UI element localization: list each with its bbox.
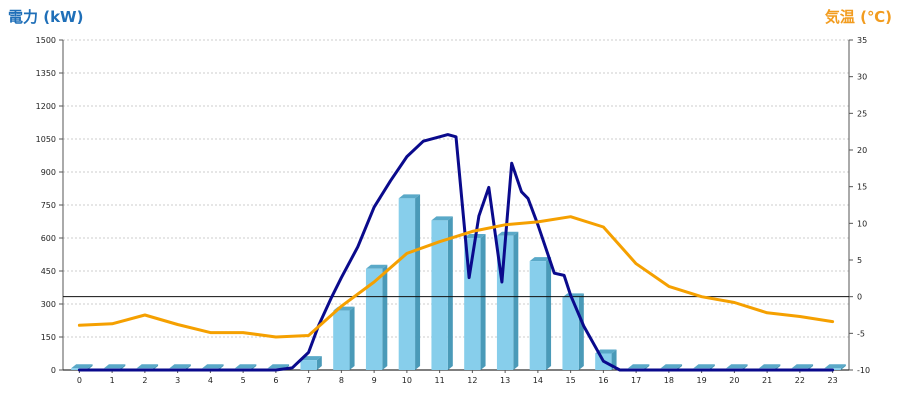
bar-top [103,364,126,369]
bar-top [824,364,846,369]
x-tick-label: 3 [175,376,180,385]
right-tick-label: 0 [857,293,862,302]
bar-top [71,364,93,369]
power-line [77,133,835,372]
left-tick-label: 450 [41,267,56,276]
x-tick-label: 14 [533,376,543,385]
x-tick-label: 22 [795,376,805,385]
left-tick-label: 0 [51,366,56,375]
bar [562,297,579,370]
x-tick-label: 5 [241,376,246,385]
bar-side [480,234,486,370]
x-tick-label: 16 [598,376,608,385]
bar-top [431,216,453,221]
x-tick-label: 4 [208,376,213,385]
right-tick-label: 20 [857,146,867,155]
bar [333,310,350,370]
bar-top [202,364,224,369]
right-tick-label: 35 [857,36,867,45]
x-tick-label: 7 [306,376,311,385]
x-tick-label: 17 [631,376,641,385]
bar-side [840,364,846,370]
left-tick-label: 1350 [36,69,56,78]
bar-top [595,349,617,354]
x-tick-label: 6 [273,376,278,385]
bar-side [316,356,322,370]
x-tick-label: 11 [435,376,445,385]
x-tick-label: 9 [372,376,377,385]
bar-side [578,293,584,370]
x-tick-label: 8 [339,376,344,385]
bar-top [136,364,159,369]
bar-side [415,194,421,370]
x-tick-label: 18 [664,376,674,385]
bar [365,268,383,370]
right-tick-label: 5 [857,256,862,265]
left-tick-label: 600 [41,234,56,243]
right-axis-title: 気温 (℃) [824,8,892,26]
bar-side [447,216,453,370]
x-tick-label: 13 [500,376,510,385]
bar-top [758,364,781,369]
temperature-line [77,215,835,339]
x-tick-label: 10 [402,376,412,385]
x-tick-label: 20 [729,376,739,385]
right-tick-label: 25 [857,109,867,118]
bar-top [791,364,814,369]
x-tick-label: 21 [762,376,772,385]
x-tick-label: 1 [110,376,115,385]
left-tick-label: 300 [41,300,56,309]
bar-top [169,364,191,369]
left-tick-label: 1050 [36,135,56,144]
bar-side [513,231,519,370]
bar [300,360,317,370]
x-tick-label: 23 [828,376,838,385]
bar-top [529,257,552,262]
x-tick-label: 15 [566,376,576,385]
bar-side [349,306,355,370]
bar-top [496,231,519,236]
left-tick-label: 750 [41,201,56,210]
left-tick-label: 1500 [36,36,56,45]
right-tick-label: -5 [857,329,865,338]
bar [431,220,448,370]
bar-top [726,364,748,369]
bar-top [234,364,257,369]
right-tick-label: 10 [857,219,867,228]
x-tick-label: 19 [697,376,707,385]
bar-side [546,257,552,370]
right-tick-label: 15 [857,183,867,192]
left-axis-title: 電力 (kW) [8,8,84,26]
left-tick-label: 900 [41,168,56,177]
bar [398,198,416,370]
bar-top [693,364,715,369]
x-tick-label: 2 [142,376,147,385]
x-tick-label: 0 [77,376,82,385]
x-tick-label: 12 [467,376,477,385]
bar [529,261,547,370]
bar-top [627,364,650,369]
right-tick-label: -10 [857,366,870,375]
left-tick-label: 150 [41,333,56,342]
left-tick-label: 1200 [36,102,56,111]
bar-top [660,364,683,369]
bar-top [365,264,388,269]
right-tick-label: 30 [857,73,867,82]
bar-top [267,364,290,369]
bar-side [382,264,388,370]
bar-top [398,194,421,199]
